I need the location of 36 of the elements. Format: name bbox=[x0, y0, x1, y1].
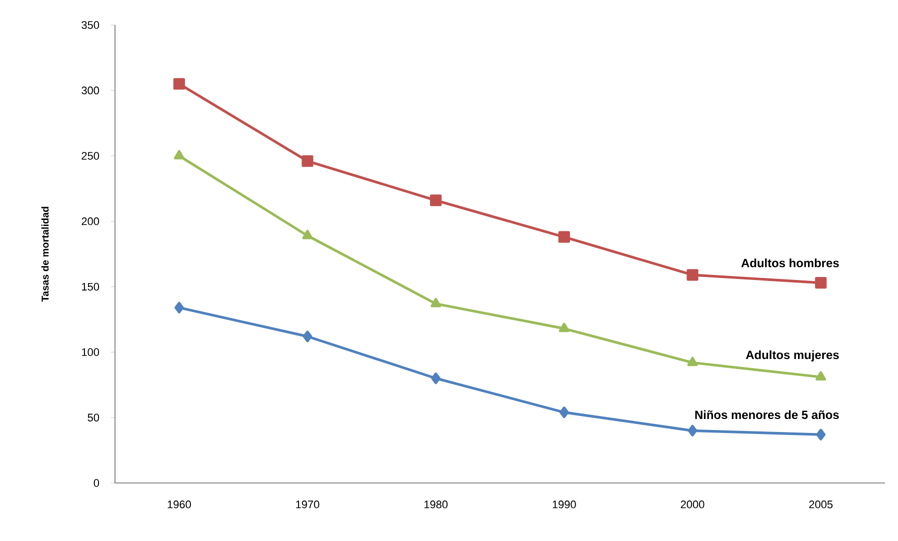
point bbox=[173, 78, 185, 90]
point bbox=[174, 150, 184, 160]
point bbox=[815, 276, 827, 289]
point bbox=[431, 372, 441, 384]
point bbox=[688, 424, 698, 436]
series-label: Niños menores de 5 años bbox=[695, 410, 839, 420]
point bbox=[430, 298, 442, 308]
y-tick-label: 50 bbox=[88, 414, 100, 422]
x-tick-label: 2000 bbox=[680, 500, 704, 508]
x-tick-label: 2005 bbox=[809, 500, 833, 508]
point bbox=[302, 155, 314, 167]
y-tick-label: 150 bbox=[82, 282, 100, 291]
point bbox=[687, 356, 698, 366]
point bbox=[558, 231, 570, 243]
y-tick-label: 350 bbox=[82, 21, 100, 29]
point bbox=[816, 371, 826, 381]
point bbox=[302, 330, 312, 342]
x-tick-label: 1970 bbox=[296, 500, 320, 508]
y-axis-title: Tasas de mortalidad bbox=[41, 206, 49, 302]
y-tick-label: 250 bbox=[82, 152, 100, 160]
series-label: Adultos hombres bbox=[741, 258, 839, 268]
y-tick-label: 0 bbox=[94, 479, 100, 487]
point bbox=[302, 230, 313, 240]
point bbox=[430, 194, 442, 206]
point bbox=[559, 406, 569, 418]
point bbox=[816, 428, 826, 440]
x-tick-label: 1990 bbox=[552, 500, 576, 508]
x-tick-label: 1980 bbox=[424, 500, 448, 508]
y-tick-label: 200 bbox=[82, 217, 100, 226]
x-tick-label: 1960 bbox=[168, 500, 191, 508]
y-tick-label: 300 bbox=[82, 86, 100, 94]
point bbox=[558, 322, 570, 332]
point bbox=[686, 269, 698, 281]
series-label: Adultos mujeres bbox=[746, 350, 839, 362]
point bbox=[174, 302, 184, 314]
y-tick-label: 100 bbox=[82, 348, 100, 356]
